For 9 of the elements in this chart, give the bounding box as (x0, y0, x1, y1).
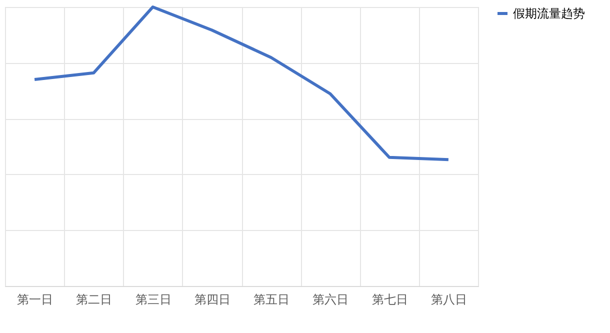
x-tick-label: 第五日 (254, 292, 290, 306)
legend-label: 假期流量趋势 (513, 6, 585, 20)
x-tick-label: 第三日 (135, 292, 172, 306)
x-tick-label: 第二日 (76, 292, 112, 306)
x-tick-label: 第六日 (312, 292, 349, 306)
x-tick-label: 第一日 (17, 292, 54, 306)
x-tick-label: 第四日 (194, 292, 230, 306)
x-tick-label: 第八日 (430, 292, 467, 306)
x-tick-label: 第七日 (372, 292, 408, 306)
